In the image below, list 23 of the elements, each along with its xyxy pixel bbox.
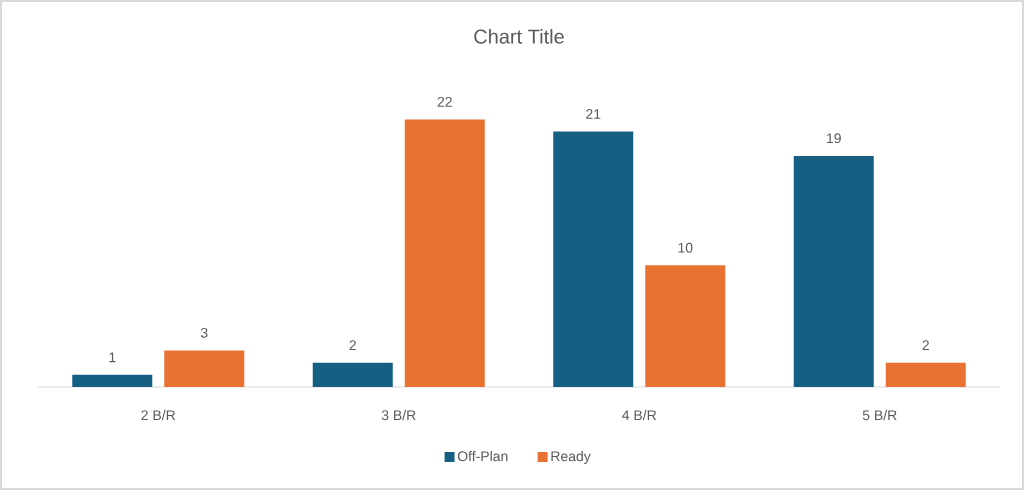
bar — [645, 265, 726, 387]
bar — [72, 374, 153, 387]
data-label: 19 — [827, 133, 841, 144]
bar — [793, 155, 874, 387]
data-label: 10 — [678, 242, 693, 253]
legend-label: Off-Plan — [457, 450, 508, 462]
bar — [312, 362, 393, 387]
data-label: 21 — [586, 109, 601, 119]
data-label: 3 — [200, 327, 208, 338]
bar — [553, 131, 634, 387]
data-label: 2 — [349, 340, 356, 350]
bar — [885, 362, 966, 387]
bar — [404, 119, 485, 387]
legend-label: Ready — [551, 450, 591, 464]
x-tick-label: 3 B/R — [381, 409, 416, 421]
bar — [164, 350, 245, 387]
data-label: 1 — [109, 352, 116, 363]
x-tick-label: 4 B/R — [622, 409, 657, 421]
chart-title: Chart Title — [474, 28, 564, 44]
x-tick-label: 5 B/R — [862, 409, 897, 421]
x-tick-label: 2 B/R — [141, 409, 176, 421]
data-label: 22 — [437, 96, 452, 107]
data-label: 2 — [922, 340, 929, 350]
